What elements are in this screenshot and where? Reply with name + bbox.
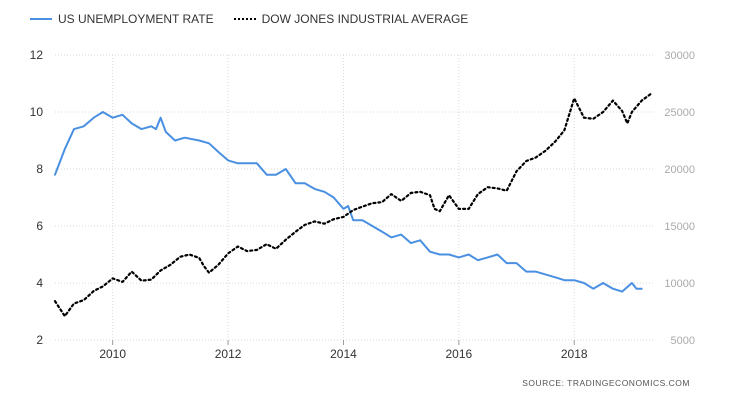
y-left-tick-label: 2	[36, 333, 43, 347]
y-right-tick-label: 20000	[664, 164, 695, 176]
y-left-tick-label: 10	[30, 105, 44, 119]
y-left-tick-label: 12	[30, 48, 44, 62]
x-tick-label: 2010	[99, 347, 126, 361]
y-right-tick-label: 15000	[664, 221, 695, 233]
legend-item-dow: DOW JONES INDUSTRIAL AVERAGE	[233, 12, 469, 26]
y-right-tick-label: 10000	[664, 278, 695, 290]
y-right-tick-label: 30000	[664, 50, 695, 62]
y-left-tick-label: 4	[36, 276, 43, 290]
source-note: SOURCE: TRADINGECONOMICS.COM	[522, 378, 690, 388]
legend-item-unemployment: US UNEMPLOYMENT RATE	[30, 12, 214, 26]
x-tick-label: 2018	[561, 347, 588, 361]
y-left-tick-label: 8	[36, 162, 43, 176]
y-right-tick-label: 25000	[664, 107, 695, 119]
legend-swatch-dow	[233, 18, 256, 20]
y-left-tick-label: 6	[36, 219, 43, 233]
y-right-tick-label: 5000	[671, 335, 695, 347]
chart-legend: US UNEMPLOYMENT RATE DOW JONES INDUSTRIA…	[30, 12, 488, 26]
legend-label-unemployment: US UNEMPLOYMENT RATE	[58, 12, 214, 26]
legend-label-dow: DOW JONES INDUSTRIAL AVERAGE	[261, 12, 469, 26]
x-tick-label: 2016	[445, 347, 472, 361]
series-line-dow	[53, 92, 653, 318]
x-tick-label: 2014	[330, 347, 357, 361]
legend-swatch-unemployment	[30, 18, 52, 20]
series-line-unemployment	[54, 111, 643, 293]
x-tick-label: 2012	[215, 347, 242, 361]
